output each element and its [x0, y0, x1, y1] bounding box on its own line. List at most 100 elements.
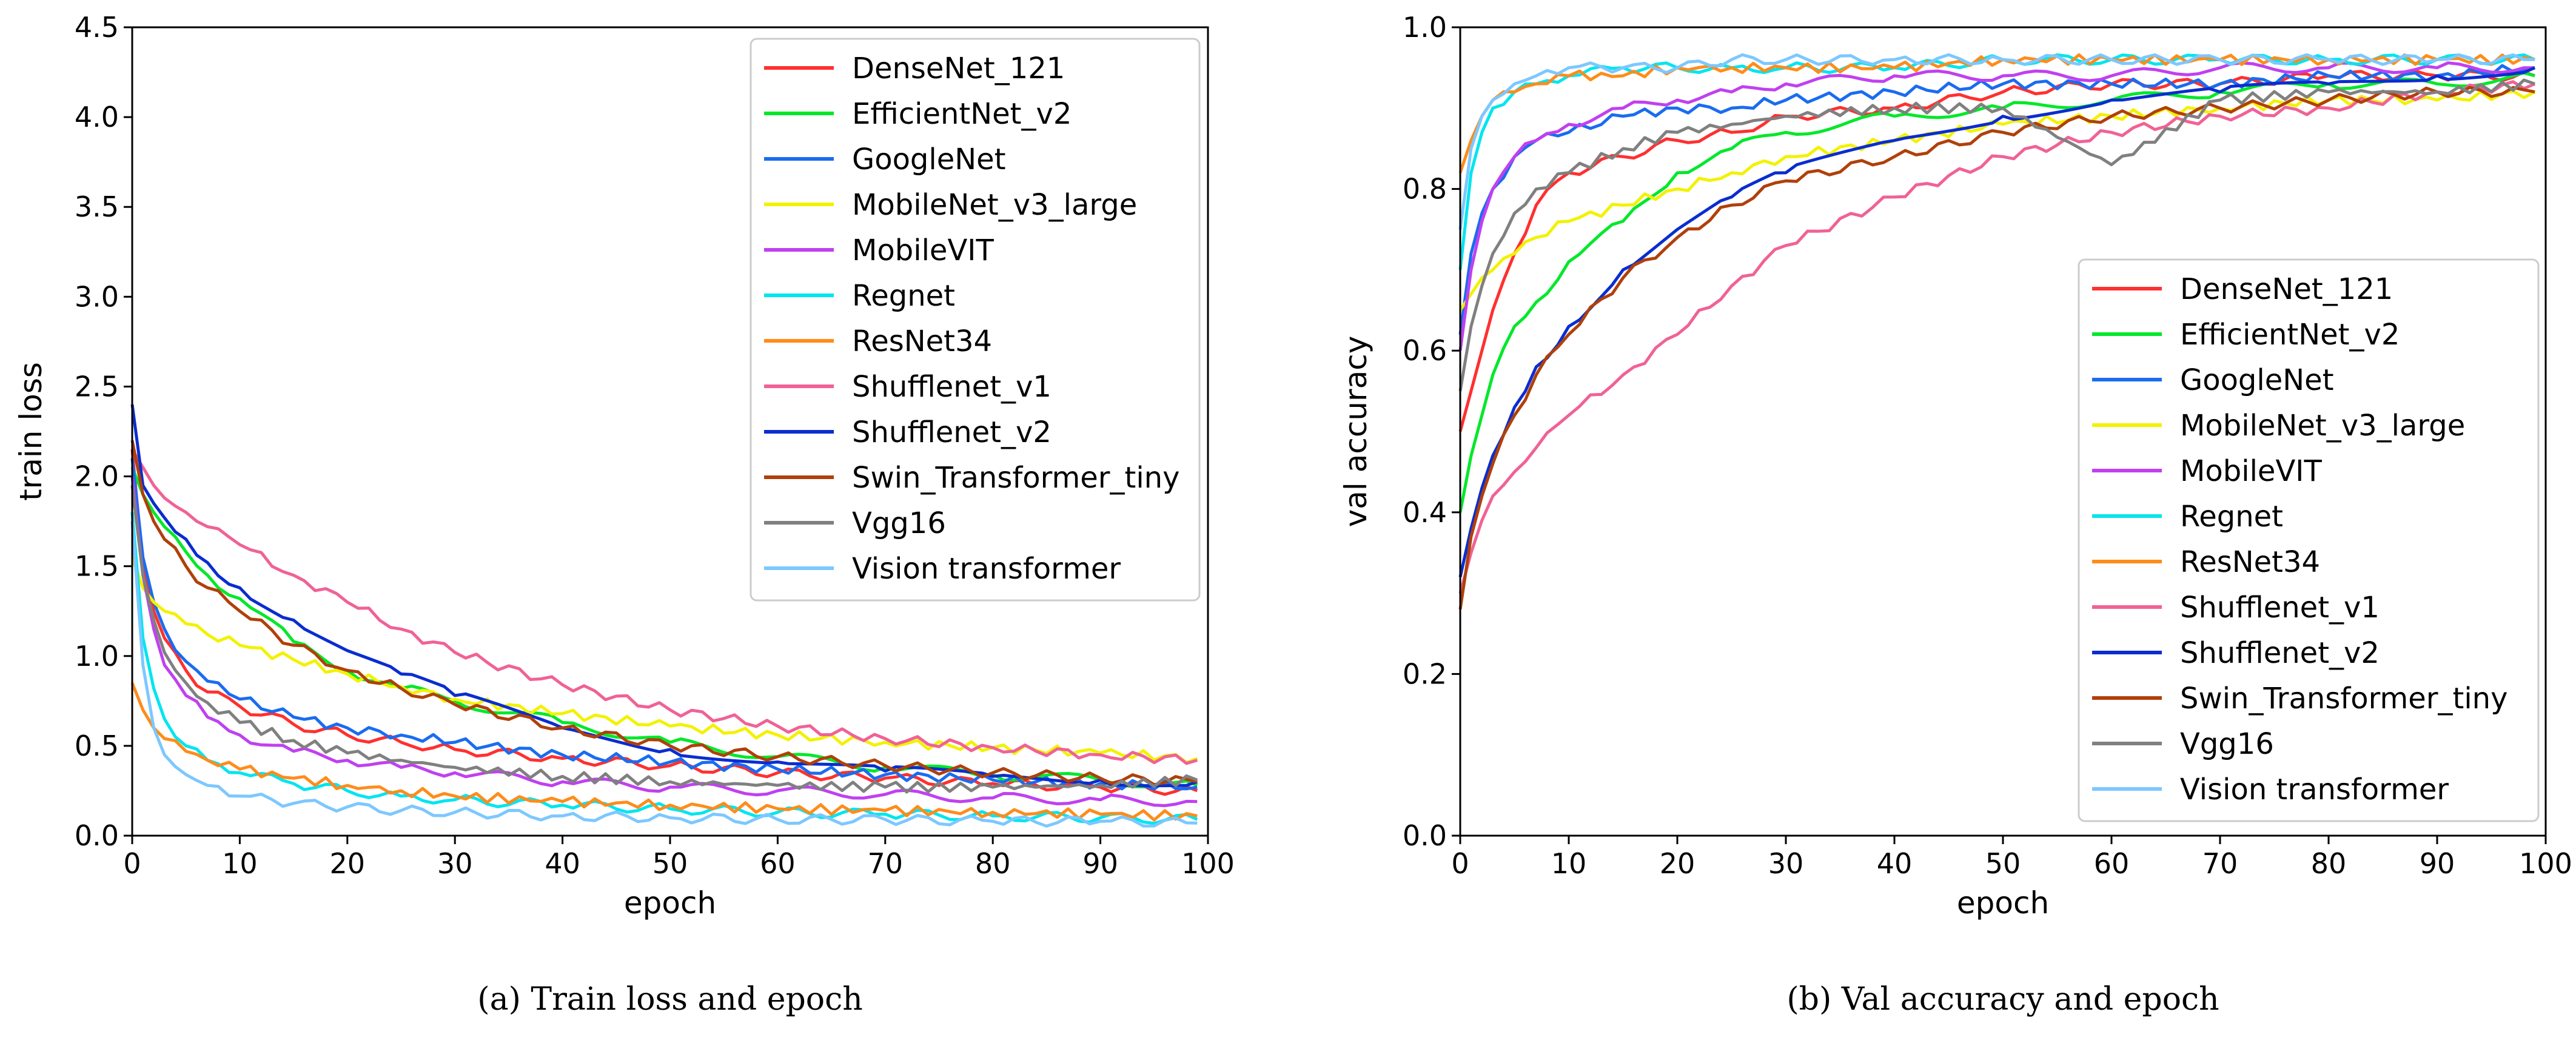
series-line-vgg16 [130, 485, 1198, 794]
legend-label: Swin_Transformer_tiny [2180, 682, 2508, 716]
x-axis-label: epoch [1957, 885, 2049, 921]
x-tick-label: 100 [2519, 847, 2572, 880]
y-tick-label: 0.8 [1403, 173, 1447, 206]
y-tick-label: 0.6 [1403, 334, 1447, 367]
legend-label: MobileNet_v3_large [852, 188, 1137, 222]
x-tick-label: 10 [222, 847, 258, 880]
legend-label: Regnet [852, 279, 955, 313]
x-tick-label: 90 [1082, 847, 1118, 880]
y-tick-label: 0.0 [1403, 819, 1447, 852]
series-line-shufflenet-v1 [1458, 80, 2536, 594]
legend-label: Swin_Transformer_tiny [852, 461, 1180, 495]
legend-label: GoogleNet [852, 143, 1006, 176]
y-tick-label: 2.5 [75, 370, 119, 403]
y-axis-ticks: 0.0 0.2 0.4 0.6 0.8 1.0 [1403, 11, 1460, 852]
legend-box [750, 38, 1201, 602]
series-line-vision-transformer [1458, 53, 2535, 230]
legend-item-mobilevit: MobileVIT [764, 233, 994, 267]
series-line-resnet34 [130, 682, 1198, 822]
legend-item-densenet-121: DenseNet_121 [2092, 272, 2393, 306]
x-tick-label: 60 [760, 847, 796, 880]
legend-label: MobileVIT [2180, 454, 2322, 488]
legend-item-mobilevit: MobileVIT [2092, 454, 2322, 488]
legend-item-vision-transformer: Vision transformer [2092, 773, 2449, 807]
series-line-densenet-121 [1458, 69, 2535, 432]
legend-label: DenseNet_121 [852, 52, 1065, 86]
series-lines [130, 404, 1198, 828]
x-tick-label: 80 [2311, 847, 2347, 880]
series-line-googlenet [1458, 64, 2535, 335]
legend-item-resnet34: ResNet34 [2092, 545, 2320, 579]
legend-item-efficientnet-v2: EfficientNet_v2 [764, 97, 1072, 131]
legend-label: Vision transformer [852, 552, 1121, 586]
legend-label: Regnet [2180, 500, 2283, 534]
y-tick-label: 0.5 [75, 730, 119, 762]
x-tick-label: 10 [1551, 847, 1587, 880]
legend-item-densenet-121: DenseNet_121 [764, 52, 1065, 86]
legend-label: EfficientNet_v2 [2180, 318, 2400, 352]
x-tick-label: 40 [1877, 847, 1913, 880]
series-line-shufflenet-v2 [1458, 66, 2536, 577]
series-line-googlenet [130, 458, 1198, 791]
y-tick-label: 4.5 [75, 11, 119, 44]
x-tick-label: 60 [2094, 847, 2130, 880]
y-tick-label: 2.0 [75, 460, 119, 493]
series-line-efficientnet-v2 [1458, 71, 2535, 513]
legend-label: DenseNet_121 [2180, 272, 2393, 306]
legend-label: Shufflenet_v2 [852, 415, 1052, 449]
x-tick-label: 40 [545, 847, 580, 880]
y-axis-label: train loss [13, 362, 49, 501]
x-axis-ticks: 0 10 20 30 40 50 60 70 80 90 100 [1451, 836, 2572, 880]
legend: DenseNet_121 EfficientNet_v2 GoogleNet Mobi… [750, 38, 1201, 602]
legend-label: Vgg16 [852, 506, 946, 540]
x-tick-label: 90 [2420, 847, 2455, 880]
y-tick-label: 3.0 [75, 280, 119, 313]
x-tick-label: 30 [1768, 847, 1804, 880]
legend-label: Vgg16 [2180, 727, 2274, 761]
legend-label: ResNet34 [852, 324, 992, 358]
series-line-swin-transformer-tiny [130, 440, 1198, 787]
legend: DenseNet_121 EfficientNet_v2 GoogleNet Mobi… [2078, 258, 2540, 822]
x-tick-label: 70 [868, 847, 904, 880]
x-tick-label: 80 [975, 847, 1011, 880]
legend-label: Shufflenet_v1 [852, 370, 1052, 404]
series-line-mobilevit [130, 476, 1198, 807]
legend-item-shufflenet-v2: Shufflenet_v2 [2092, 636, 2380, 670]
legend-item-efficientnet-v2: EfficientNet_v2 [2092, 318, 2400, 352]
y-tick-label: 0.0 [75, 819, 119, 852]
legend-item-regnet: Regnet [2092, 500, 2283, 534]
series-lines [1458, 53, 2536, 610]
series-line-vision-transformer [130, 521, 1198, 828]
legend-label: MobileNet_v3_large [2180, 409, 2465, 443]
x-tick-label: 50 [652, 847, 688, 880]
y-tick-label: 1.0 [75, 640, 119, 673]
series-line-shufflenet-v1 [130, 448, 1198, 765]
y-tick-label: 0.2 [1403, 657, 1447, 690]
train-loss-panel: 0 10 20 30 40 50 60 70 80 90 100 0.0 0.5 1.0 1.5 2.0 2.5… [13, 11, 1235, 1018]
x-tick-label: 20 [330, 847, 366, 880]
legend-label: Shufflenet_v2 [2180, 636, 2380, 670]
figure-caption: (a) Train loss and epoch [477, 981, 862, 1018]
legend-item-googlenet: GoogleNet [764, 143, 1006, 176]
legend-item-mobilenet-v3-large: MobileNet_v3_large [2092, 409, 2465, 443]
legend-label: GoogleNet [2180, 363, 2334, 397]
legend-box [2078, 258, 2540, 822]
y-axis-ticks: 0.0 0.5 1.0 1.5 2.0 2.5 3.0 3.5 4.0 4.5 [75, 11, 132, 852]
x-tick-label: 100 [1181, 847, 1235, 880]
y-tick-label: 1.0 [1403, 11, 1447, 44]
legend-label: EfficientNet_v2 [852, 97, 1072, 131]
legend-item-vgg16: Vgg16 [2092, 727, 2274, 761]
series-line-swin-transformer-tiny [1458, 86, 2535, 610]
legend-label: Shufflenet_v1 [2180, 591, 2380, 625]
legend-item-googlenet: GoogleNet [2092, 363, 2334, 397]
x-axis-ticks: 0 10 20 30 40 50 60 70 80 90 100 [123, 836, 1235, 880]
x-tick-label: 70 [2202, 847, 2238, 880]
x-tick-label: 0 [1451, 847, 1469, 880]
series-line-vgg16 [1458, 78, 2535, 392]
x-tick-label: 0 [123, 847, 141, 880]
series-line-resnet34 [1458, 53, 2535, 173]
y-tick-label: 0.4 [1403, 496, 1447, 529]
legend-item-vgg16: Vgg16 [764, 506, 946, 540]
y-tick-label: 1.5 [75, 550, 119, 583]
